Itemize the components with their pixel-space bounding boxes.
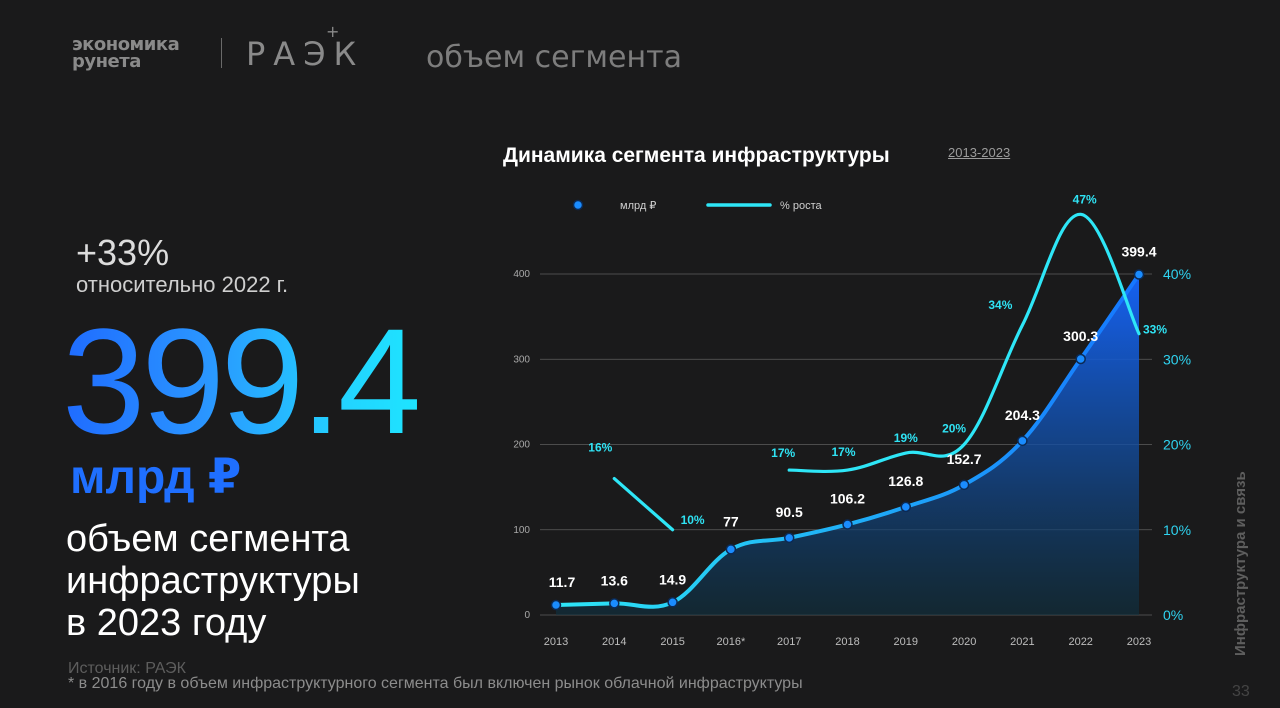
growth-label: 17% bbox=[771, 446, 795, 460]
growth-line bbox=[787, 212, 1141, 474]
value-point bbox=[550, 599, 562, 611]
page-title: объем сегмента bbox=[426, 40, 682, 75]
x-tick: 2017 bbox=[777, 636, 801, 648]
desc-line-2: инфраструктуры bbox=[66, 560, 360, 602]
headline-unit: млрд ₽ bbox=[70, 451, 242, 504]
value-label: 106.2 bbox=[830, 490, 865, 506]
value-point bbox=[900, 501, 912, 513]
value-point bbox=[667, 597, 678, 608]
footnote: * в 2016 году в объем инфраструктурного … bbox=[68, 675, 803, 692]
logo-ekonomika-runeta: экономика рунета bbox=[72, 34, 180, 72]
logo-divider bbox=[221, 38, 222, 68]
growth-label: 10% bbox=[681, 513, 705, 527]
desc-line-3: в 2023 году bbox=[66, 602, 267, 644]
value-point bbox=[1075, 353, 1086, 365]
value-point bbox=[958, 479, 970, 491]
value-point bbox=[609, 598, 620, 609]
x-tick: 2014 bbox=[602, 636, 626, 648]
growth-label: 19% bbox=[894, 431, 918, 445]
value-label: 152.7 bbox=[947, 451, 982, 467]
x-tick: 2019 bbox=[894, 636, 918, 648]
x-tick: 2016* bbox=[717, 636, 746, 648]
value-label: 126.8 bbox=[888, 473, 923, 489]
y-right-tick: 0% bbox=[1163, 607, 1183, 623]
logo-raek: РАЭК bbox=[246, 35, 365, 73]
y-right-tick: 30% bbox=[1163, 351, 1191, 367]
growth-label: 47% bbox=[1073, 192, 1097, 206]
x-tick: 2022 bbox=[1068, 636, 1092, 648]
growth-label: 34% bbox=[988, 298, 1012, 312]
x-tick: 2020 bbox=[952, 636, 976, 648]
value-label: 90.5 bbox=[776, 504, 803, 520]
growth-label: 33% bbox=[1143, 323, 1167, 337]
logo-line1: экономика bbox=[72, 34, 180, 55]
growth-label: 20% bbox=[942, 422, 966, 436]
value-label: 204.3 bbox=[1005, 407, 1040, 423]
legend-value-marker bbox=[572, 199, 584, 211]
growth-percent: +33% bbox=[76, 232, 170, 273]
source-note: Источник: РАЭК bbox=[68, 660, 186, 677]
y-left-tick: 100 bbox=[513, 525, 530, 536]
value-label: 300.3 bbox=[1063, 328, 1098, 344]
y-right-tick: 20% bbox=[1163, 437, 1191, 453]
value-label: 13.6 bbox=[601, 572, 628, 588]
value-label: 77 bbox=[723, 513, 739, 529]
x-tick: 2023 bbox=[1127, 636, 1151, 648]
value-point bbox=[1133, 269, 1145, 280]
logo-line2: рунета bbox=[72, 51, 141, 72]
chart-subtitle: 2013-2023 bbox=[948, 145, 1011, 160]
legend-growth-label: % роста bbox=[780, 200, 822, 212]
y-right-tick: 40% bbox=[1163, 266, 1191, 282]
headline-description: объем сегмента инфраструктуры в 2023 год… bbox=[66, 518, 360, 644]
headline-value: 399.4 bbox=[62, 297, 421, 465]
value-point bbox=[783, 532, 795, 544]
section-side-label: Инфраструктура и связь bbox=[1232, 471, 1249, 656]
value-label: 11.7 bbox=[549, 574, 576, 590]
y-left-tick: 200 bbox=[513, 440, 530, 451]
y-left-tick: 400 bbox=[513, 269, 530, 280]
growth-label: 17% bbox=[831, 445, 855, 459]
value-point bbox=[842, 519, 853, 530]
value-line bbox=[554, 272, 1141, 609]
y-right-tick: 10% bbox=[1163, 522, 1191, 538]
x-tick: 2018 bbox=[835, 636, 859, 648]
desc-line-1: объем сегмента bbox=[66, 518, 350, 560]
chart-title: Динамика сегмента инфраструктуры bbox=[503, 144, 890, 167]
growth-line bbox=[612, 477, 675, 532]
x-tick: 2013 bbox=[544, 636, 568, 648]
y-left-tick: 0 bbox=[524, 610, 530, 621]
value-point bbox=[1017, 435, 1028, 447]
y-left-tick: 300 bbox=[513, 354, 530, 365]
value-point bbox=[725, 544, 737, 555]
legend-value-label: млрд ₽ bbox=[620, 200, 656, 212]
x-tick: 2015 bbox=[660, 636, 684, 648]
value-label: 399.4 bbox=[1121, 244, 1156, 260]
page-number: 33 bbox=[1232, 683, 1250, 700]
value-label: 14.9 bbox=[659, 571, 686, 587]
growth-note: относительно 2022 г. bbox=[76, 272, 289, 297]
x-tick: 2021 bbox=[1010, 636, 1034, 648]
logo-plus-mark: + bbox=[326, 22, 340, 41]
value-area bbox=[556, 274, 1139, 615]
growth-label: 16% bbox=[588, 441, 612, 455]
